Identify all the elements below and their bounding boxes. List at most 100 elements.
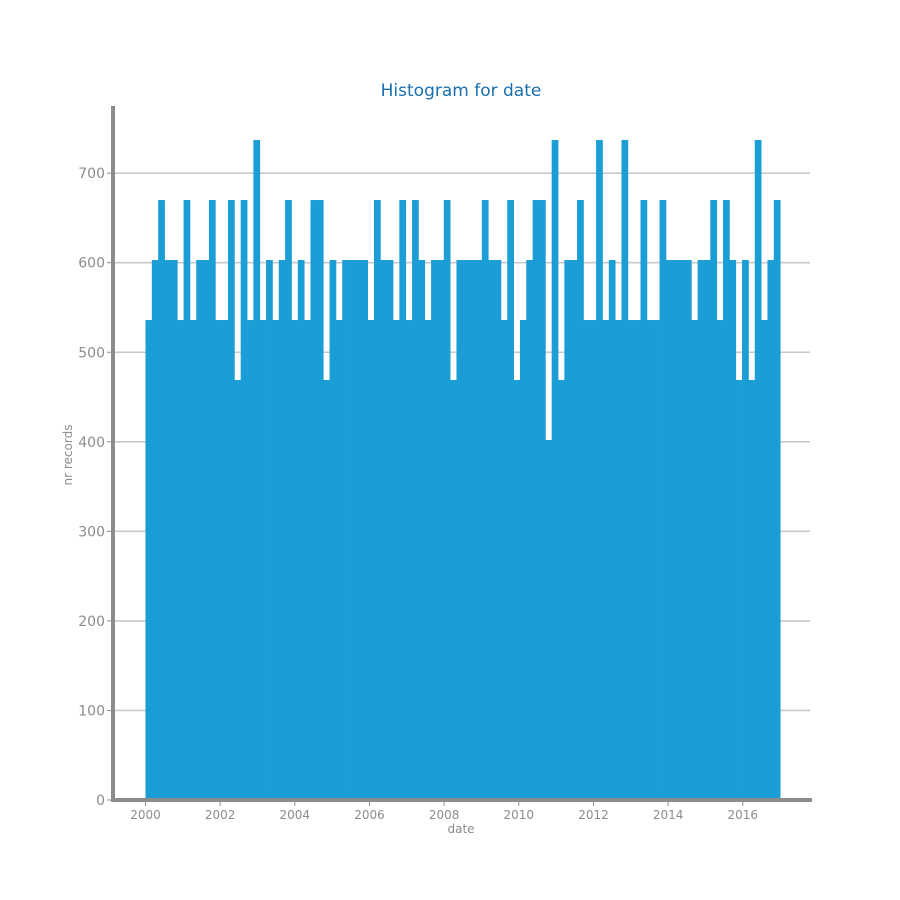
histogram-bar (691, 320, 699, 800)
histogram-bar (450, 380, 457, 800)
histogram-bar (761, 320, 768, 800)
histogram-bar (196, 260, 203, 801)
histogram-bar (323, 380, 330, 800)
histogram-bar (621, 140, 629, 800)
histogram-bar (646, 320, 654, 800)
y-tick-label: 400 (78, 435, 105, 451)
histogram-bar (431, 260, 438, 801)
histogram-bar (348, 260, 356, 801)
histogram-bar (189, 320, 197, 800)
histogram-bar (392, 320, 400, 800)
histogram-bar (627, 320, 635, 800)
histogram-bar (551, 140, 559, 800)
histogram-bar (703, 260, 711, 801)
histogram-bar (640, 200, 648, 800)
histogram-bar (748, 380, 756, 800)
histogram-bar (221, 320, 229, 800)
bars (145, 140, 781, 801)
histogram-bar (418, 260, 426, 801)
histogram-bar (754, 140, 762, 800)
x-tick-label: 2004 (280, 808, 311, 822)
histogram-bar (564, 260, 572, 801)
histogram-bar (335, 320, 343, 800)
histogram-bar (291, 320, 299, 800)
histogram-bar (183, 200, 191, 800)
histogram-bar (716, 320, 724, 800)
y-tick-label: 100 (78, 703, 105, 719)
x-axis-ticks: 2000 2002 2004 2006 2008 2010 2012 2014 2016 (130, 800, 758, 822)
histogram-bar (519, 320, 527, 800)
x-tick-label: 2016 (728, 808, 759, 822)
histogram-bar (386, 260, 394, 801)
histogram-bar (608, 260, 616, 801)
histogram-bar (437, 260, 445, 801)
histogram-bar (729, 260, 737, 801)
histogram-bar (272, 320, 280, 800)
histogram-bar (634, 320, 641, 800)
histogram-bar (653, 320, 660, 800)
histogram-bar (500, 320, 508, 800)
histogram-bar (462, 260, 470, 801)
histogram-bar (507, 200, 514, 800)
y-tick-label: 0 (96, 793, 105, 809)
x-tick-label: 2014 (653, 808, 684, 822)
histogram-bar (602, 320, 610, 800)
histogram-bar (215, 320, 223, 800)
histogram-bar (240, 200, 248, 800)
histogram-bar (545, 440, 553, 800)
histogram-bar (266, 260, 273, 801)
histogram-bar (558, 380, 565, 800)
y-axis-title: nr records (61, 425, 75, 486)
histogram-bar (259, 320, 267, 800)
histogram-bar (158, 200, 165, 800)
x-tick-label: 2006 (354, 808, 385, 822)
histogram-bar (227, 200, 235, 800)
histogram-bar (773, 200, 781, 800)
histogram-bar (412, 200, 419, 800)
histogram-bar (329, 260, 337, 801)
histogram-bar (247, 320, 254, 800)
histogram-bar (513, 380, 521, 800)
histogram-bar (253, 140, 261, 800)
histogram-bar (742, 260, 749, 801)
histogram-bar (678, 260, 686, 801)
histogram-bar (310, 200, 318, 800)
x-tick-label: 2008 (429, 808, 460, 822)
histogram-bar (475, 260, 483, 801)
x-tick-label: 2010 (504, 808, 535, 822)
y-tick-label: 200 (78, 614, 105, 630)
histogram-bar (367, 320, 375, 800)
histogram-bar (354, 260, 362, 801)
histogram-bar (532, 200, 540, 800)
histogram-bar (710, 200, 718, 800)
histogram-bar (494, 260, 502, 801)
histogram-bar (615, 320, 622, 800)
histogram-bar (735, 380, 743, 800)
histogram-bar (723, 200, 730, 800)
histogram-bar (170, 260, 178, 801)
histogram-bar (443, 200, 451, 800)
x-tick-label: 2000 (130, 808, 161, 822)
histogram-bar (405, 320, 413, 800)
histogram-bar (316, 200, 324, 800)
histogram-bar (361, 260, 369, 801)
histogram-bar (488, 260, 495, 801)
x-axis-title: date (447, 822, 474, 836)
histogram-bar (202, 260, 210, 801)
y-axis-ticks: 0 100 200 300 400 500 600 700 (78, 166, 113, 809)
histogram-bar (456, 260, 464, 801)
histogram-bar (672, 260, 679, 801)
histogram-bar (278, 260, 286, 801)
histogram-bar (526, 260, 534, 801)
histogram-bar (767, 260, 775, 801)
y-tick-label: 300 (78, 524, 105, 540)
histogram-bar (151, 260, 159, 801)
histogram-bar (342, 260, 349, 801)
histogram-bar (659, 200, 667, 800)
histogram-bar (570, 260, 578, 801)
histogram-bar (285, 200, 292, 800)
histogram-bar (373, 200, 381, 800)
histogram-bar (304, 320, 311, 800)
histogram-bar (538, 200, 546, 800)
